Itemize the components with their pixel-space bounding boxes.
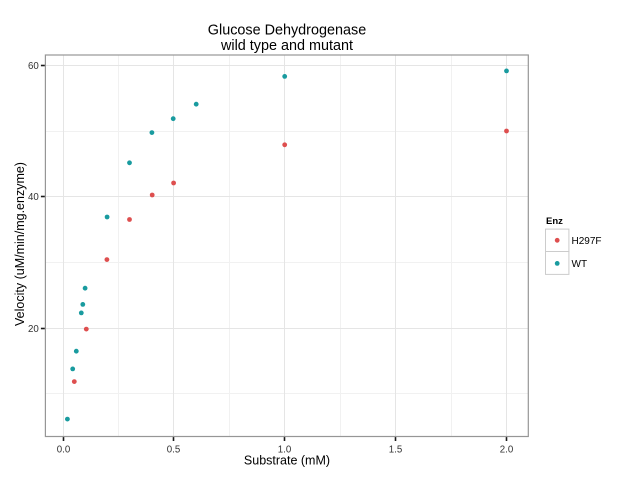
svg-text:WT: WT <box>572 259 588 270</box>
svg-text:Enz: Enz <box>546 216 563 227</box>
svg-text:60: 60 <box>28 61 39 72</box>
svg-text:Substrate (mM): Substrate (mM) <box>244 454 330 468</box>
svg-text:20: 20 <box>28 324 39 335</box>
svg-text:0.5: 0.5 <box>167 444 180 455</box>
svg-text:wild type and mutant: wild type and mutant <box>220 38 353 54</box>
svg-text:1.0: 1.0 <box>278 444 292 455</box>
svg-text:2.0: 2.0 <box>500 444 514 455</box>
svg-text:Glucose Dehydrogenase: Glucose Dehydrogenase <box>208 22 366 38</box>
svg-text:0.0: 0.0 <box>57 444 71 455</box>
svg-text:Velocity (uM/min/mg.enzyme): Velocity (uM/min/mg.enzyme) <box>13 162 27 326</box>
svg-text:40: 40 <box>28 192 39 203</box>
svg-text:H297F: H297F <box>572 236 602 247</box>
svg-text:1.5: 1.5 <box>389 444 402 455</box>
